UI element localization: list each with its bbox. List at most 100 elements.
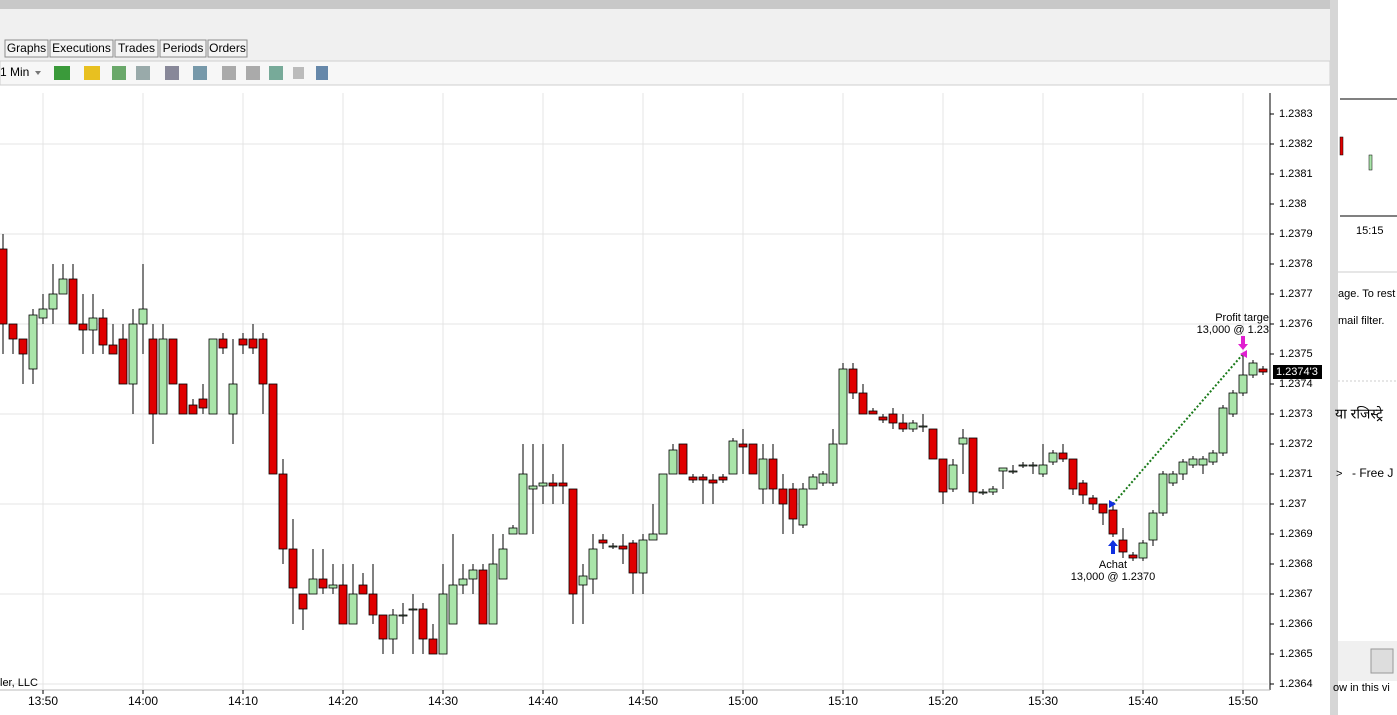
candle-body bbox=[988, 488, 998, 493]
candle-body bbox=[358, 584, 368, 595]
candle-body bbox=[998, 467, 1008, 472]
tool-icon[interactable] bbox=[246, 66, 260, 80]
window-border bbox=[1330, 0, 1338, 715]
candle-body bbox=[1038, 464, 1048, 475]
tab-bar: Graphs Executions Trades Periods Orders bbox=[4, 39, 248, 58]
candle-body bbox=[28, 314, 38, 370]
tab[interactable] bbox=[49, 39, 114, 58]
y-tick-label: 1.2381 bbox=[1279, 168, 1313, 180]
candle-icon[interactable] bbox=[54, 66, 70, 80]
tool-icon[interactable] bbox=[222, 66, 236, 80]
tab[interactable] bbox=[159, 39, 207, 58]
candle-body bbox=[958, 437, 968, 445]
candle-body bbox=[758, 458, 768, 490]
tab-label[interactable]: Graphs bbox=[7, 41, 46, 55]
candle-body bbox=[1188, 458, 1198, 466]
y-tick-label: 1.2379 bbox=[1279, 228, 1313, 240]
y-tick-label: 1.2375 bbox=[1279, 348, 1313, 360]
y-tick-label: 1.238 bbox=[1279, 198, 1307, 210]
side-panel bbox=[1338, 0, 1397, 715]
candle-body bbox=[668, 449, 678, 475]
cursor-icon[interactable] bbox=[165, 66, 179, 80]
y-tick-label: 1.2368 bbox=[1279, 558, 1313, 570]
exit-label: Profit targe bbox=[1215, 312, 1269, 324]
candle-body bbox=[848, 368, 858, 394]
candle-body bbox=[248, 338, 258, 349]
candle-body bbox=[318, 578, 328, 589]
candle-body bbox=[208, 338, 218, 415]
candle-body bbox=[338, 584, 348, 625]
side-text[interactable]: > bbox=[1336, 468, 1342, 480]
trade-line bbox=[1112, 353, 1244, 505]
y-tick-label: 1.2376 bbox=[1279, 318, 1313, 330]
candle-body bbox=[888, 413, 898, 424]
candle-body bbox=[408, 608, 418, 611]
y-tick-label: 1.2373 bbox=[1279, 408, 1313, 420]
candle-body bbox=[238, 338, 248, 346]
entry-arrow bbox=[1108, 540, 1118, 554]
candle-body bbox=[968, 437, 978, 493]
avatar[interactable] bbox=[1370, 648, 1394, 674]
candle-body bbox=[388, 614, 398, 640]
candle-body bbox=[948, 464, 958, 490]
tool-icon[interactable] bbox=[293, 67, 304, 79]
candle-body bbox=[158, 338, 168, 415]
candle-body bbox=[1028, 464, 1038, 467]
zoom-icon[interactable] bbox=[112, 66, 126, 80]
y-tick-label: 1.2372 bbox=[1279, 438, 1313, 450]
exit-arrow bbox=[1238, 336, 1248, 350]
tab-label[interactable]: Periods bbox=[163, 41, 204, 55]
candle-body bbox=[1138, 542, 1148, 559]
candle-body bbox=[638, 539, 648, 574]
candle-body bbox=[468, 569, 478, 580]
candle-body bbox=[1068, 458, 1078, 490]
candle-body bbox=[928, 428, 938, 460]
side-text: mail filter. bbox=[1338, 315, 1384, 327]
candle-body bbox=[868, 410, 878, 415]
y-tick-label: 1.2371 bbox=[1279, 468, 1313, 480]
tab-label[interactable]: Executions bbox=[52, 41, 111, 55]
candle-body bbox=[58, 278, 68, 295]
candle-body bbox=[598, 539, 608, 544]
y-tick-label: 1.237 bbox=[1279, 498, 1307, 510]
candle-body bbox=[858, 392, 868, 415]
candle-body bbox=[558, 482, 568, 487]
chart-icon[interactable] bbox=[269, 66, 283, 80]
tab[interactable] bbox=[4, 39, 49, 58]
x-tick-label: 15:40 bbox=[1128, 694, 1158, 708]
tab[interactable] bbox=[114, 39, 159, 58]
candle-body bbox=[1198, 458, 1208, 466]
candle-body bbox=[398, 614, 408, 617]
tab[interactable] bbox=[207, 39, 248, 58]
y-tick-label: 1.2365 bbox=[1279, 648, 1313, 660]
candle-body bbox=[618, 545, 628, 550]
search-icon[interactable] bbox=[193, 66, 207, 80]
candle-body bbox=[1208, 452, 1218, 463]
tab-label[interactable]: Orders bbox=[209, 41, 246, 55]
candle-body bbox=[268, 383, 278, 475]
settings-icon[interactable] bbox=[316, 66, 328, 80]
draw-icon[interactable] bbox=[84, 66, 100, 80]
candle-body bbox=[1228, 392, 1238, 415]
candle-body bbox=[498, 548, 508, 580]
candle-body bbox=[1148, 512, 1158, 541]
candle-body bbox=[738, 443, 748, 448]
candle-body bbox=[288, 548, 298, 589]
candle-body bbox=[118, 338, 128, 385]
candle-body bbox=[1218, 407, 1228, 454]
candle-body bbox=[448, 584, 458, 625]
last-price-box bbox=[1273, 365, 1322, 379]
mini-candle bbox=[1339, 136, 1344, 156]
candle-body bbox=[878, 416, 888, 421]
grid: 1.2364 1.2365 1.2366 1.2367 1.2368 1.2369 1.23… bbox=[0, 93, 1313, 708]
tab-label[interactable]: Trades bbox=[118, 41, 155, 55]
candle-body bbox=[458, 578, 468, 586]
candle-body bbox=[1158, 473, 1168, 514]
candle-body bbox=[838, 368, 848, 445]
entry-detail: 13,000 @ 1.2370 bbox=[1071, 571, 1156, 583]
exit-marker bbox=[1240, 350, 1247, 358]
interval-select[interactable]: 1 Min bbox=[0, 65, 29, 79]
y-tick-label: 1.2367 bbox=[1279, 588, 1313, 600]
tool-icon[interactable] bbox=[136, 66, 150, 80]
candle-body bbox=[1238, 374, 1248, 394]
